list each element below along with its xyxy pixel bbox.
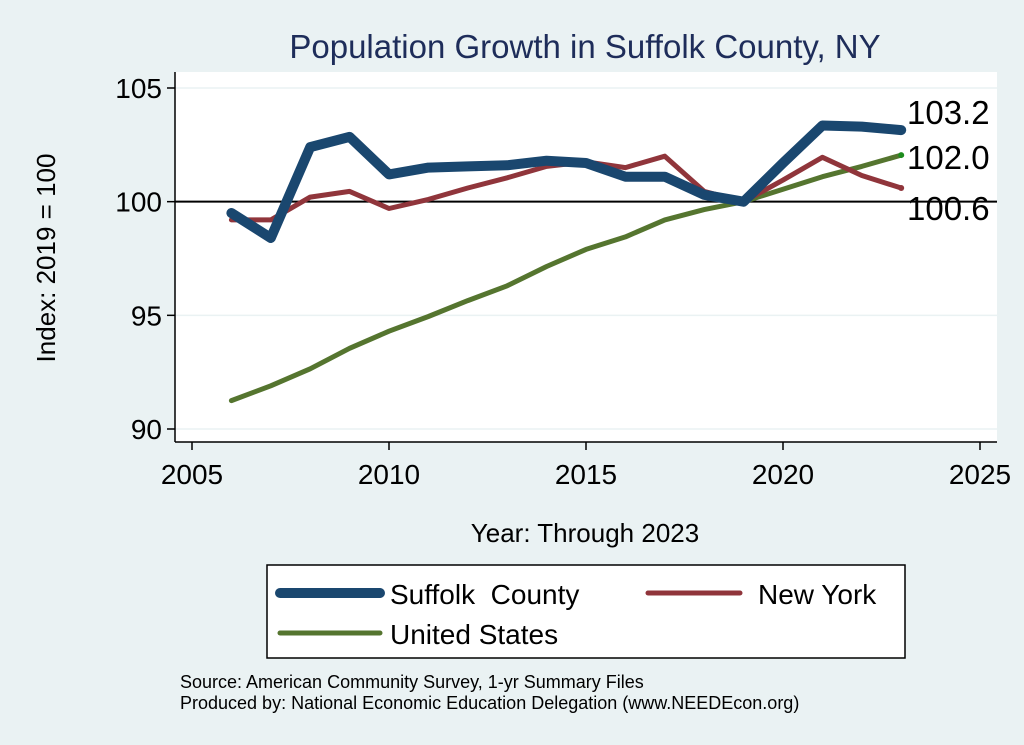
series-end-label: 100.6 <box>907 190 990 227</box>
series-end-marker <box>898 127 905 134</box>
y-tick-label: 95 <box>131 300 162 331</box>
series-end-marker <box>898 185 905 192</box>
y-tick-label: 90 <box>131 414 162 445</box>
x-tick-label: 2020 <box>752 459 814 490</box>
end-labels: 103.2 102.0 100.6 <box>898 94 990 227</box>
series-lines <box>226 120 907 404</box>
y-tick-label: 105 <box>115 73 162 104</box>
series-end-label: 102.0 <box>907 139 990 176</box>
series-line-united-states <box>228 152 904 404</box>
series-line-suffolk-county <box>226 120 907 243</box>
legend-box <box>266 564 906 659</box>
plot-area <box>175 72 997 442</box>
chart-title: Population Growth in Suffolk County, NY <box>289 28 880 65</box>
producer-note: Produced by: National Economic Education… <box>180 693 799 713</box>
x-tick-label: 2025 <box>949 459 1011 490</box>
series-end-label: 103.2 <box>907 94 990 131</box>
legend-label-united-states: United States <box>390 619 558 650</box>
axes: 90 95 100 105 2005 2010 2015 2020 2025 <box>115 72 1011 490</box>
legend-label-new-york: New York <box>758 579 877 610</box>
series-end-marker <box>898 152 905 159</box>
x-tick-label: 2010 <box>358 459 420 490</box>
x-tick-label: 2015 <box>555 459 617 490</box>
y-axis-label: Index: 2019 = 100 <box>31 154 61 363</box>
x-tick-label: 2005 <box>161 459 223 490</box>
source-note: Source: American Community Survey, 1-yr … <box>180 672 644 692</box>
legend: Suffolk County New York United States <box>266 564 906 659</box>
legend-label-suffolk: Suffolk County <box>390 579 579 610</box>
x-axis-label: Year: Through 2023 <box>471 518 699 548</box>
y-tick-label: 100 <box>115 187 162 218</box>
